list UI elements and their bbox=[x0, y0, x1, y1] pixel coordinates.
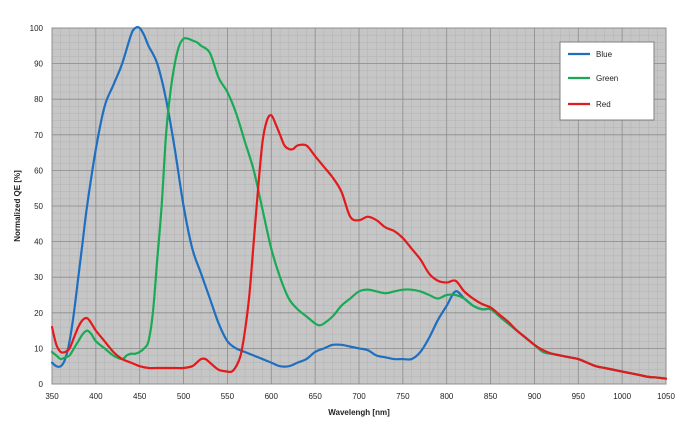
y-tick-label: 10 bbox=[34, 344, 43, 353]
y-axis-title: Normalized QE [%] bbox=[13, 170, 22, 242]
y-tick-label: 50 bbox=[34, 202, 43, 211]
y-tick-label: 0 bbox=[39, 380, 44, 389]
legend-label-green: Green bbox=[596, 74, 618, 83]
y-tick-labels: 0 10 20 30 40 50 60 70 80 90 100 bbox=[30, 24, 44, 389]
x-tick-label: 700 bbox=[352, 392, 366, 401]
x-tick-label: 400 bbox=[89, 392, 103, 401]
series-line-green bbox=[50, 36, 668, 380]
series-line-red bbox=[50, 114, 668, 380]
legend-box bbox=[559, 41, 655, 121]
x-tick-label: 550 bbox=[221, 392, 235, 401]
x-tick-label: 600 bbox=[265, 392, 279, 401]
x-tick-label: 1000 bbox=[613, 392, 631, 401]
legend-label-red: Red bbox=[596, 100, 611, 109]
x-tick-label: 850 bbox=[484, 392, 498, 401]
y-tick-label: 70 bbox=[34, 131, 43, 140]
x-tick-label: 350 bbox=[45, 392, 59, 401]
x-tick-label: 500 bbox=[177, 392, 191, 401]
legend: Blue Green Red bbox=[559, 41, 655, 121]
x-tick-labels: 350 400 450 500 550 600 650 700 750 800 850 900 950 1… bbox=[45, 392, 675, 401]
x-tick-label: 900 bbox=[528, 392, 542, 401]
x-axis-title: Wavelengh [nm] bbox=[328, 408, 390, 417]
y-tick-label: 80 bbox=[34, 95, 43, 104]
series-group bbox=[50, 26, 668, 380]
x-tick-label: 1050 bbox=[657, 392, 675, 401]
y-tick-label: 90 bbox=[34, 60, 43, 69]
y-tick-label: 30 bbox=[34, 273, 43, 282]
y-tick-label: 20 bbox=[34, 309, 43, 318]
x-tick-label: 450 bbox=[133, 392, 147, 401]
x-tick-label: 950 bbox=[572, 392, 586, 401]
legend-label-blue: Blue bbox=[596, 50, 613, 59]
y-tick-label: 100 bbox=[30, 24, 44, 33]
y-tick-label: 60 bbox=[34, 166, 43, 175]
x-tick-label: 800 bbox=[440, 392, 454, 401]
x-tick-label: 750 bbox=[396, 392, 410, 401]
x-tick-label: 650 bbox=[308, 392, 322, 401]
y-tick-label: 40 bbox=[34, 238, 43, 247]
